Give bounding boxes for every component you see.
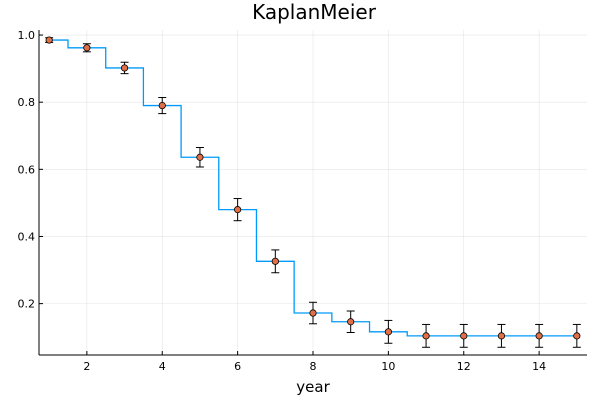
data-point xyxy=(158,101,166,110)
data-point-group xyxy=(422,323,431,348)
data-point-group xyxy=(195,147,204,168)
data-point-group xyxy=(535,323,544,348)
x-tick-label: 14 xyxy=(532,360,546,373)
axes: 2 4 6 8 10 12 14 0.2 0.4 0.6 0.8 1.0 xyxy=(18,29,587,373)
data-point xyxy=(460,332,468,340)
x-tick-label: 4 xyxy=(159,360,166,373)
x-tick-label: 6 xyxy=(234,360,241,373)
data-point-group xyxy=(572,323,581,348)
data-point xyxy=(422,332,430,340)
data-point xyxy=(271,257,279,265)
y-tick-label: 0.4 xyxy=(18,230,36,243)
y-tick-label: 0.2 xyxy=(18,298,36,311)
data-point-group xyxy=(384,319,393,344)
data-point xyxy=(309,309,317,317)
data-point-group xyxy=(271,249,280,274)
data-point xyxy=(497,332,506,340)
data-point-group xyxy=(233,198,242,222)
data-point xyxy=(83,44,91,52)
data-point xyxy=(196,153,204,161)
data-point xyxy=(535,332,543,340)
data-point-group xyxy=(45,36,54,44)
data-point xyxy=(384,328,392,336)
data-point-group xyxy=(346,310,355,334)
data-point xyxy=(120,64,129,72)
data-point xyxy=(347,318,355,326)
x-tick-label: 2 xyxy=(83,360,90,373)
data-point xyxy=(573,332,581,340)
data-point xyxy=(234,206,242,214)
y-tick-label: 1.0 xyxy=(18,29,36,42)
x-tick-label: 10 xyxy=(381,360,395,373)
data-point-group xyxy=(158,96,167,115)
chart-title: KaplanMeier xyxy=(252,0,377,24)
x-tick-label: 12 xyxy=(457,360,471,373)
grid xyxy=(39,30,587,355)
x-tick-label: 8 xyxy=(310,360,317,373)
y-tick-label: 0.6 xyxy=(18,163,36,176)
plot-area xyxy=(45,36,581,348)
data-point-group xyxy=(497,323,506,348)
data-point-group xyxy=(82,43,91,53)
data-point-group xyxy=(459,323,468,348)
data-point-group xyxy=(309,301,317,325)
data-point xyxy=(45,36,53,44)
y-tick-label: 0.8 xyxy=(18,96,36,109)
x-axis-label: year xyxy=(296,378,330,396)
data-point-group xyxy=(120,61,129,75)
